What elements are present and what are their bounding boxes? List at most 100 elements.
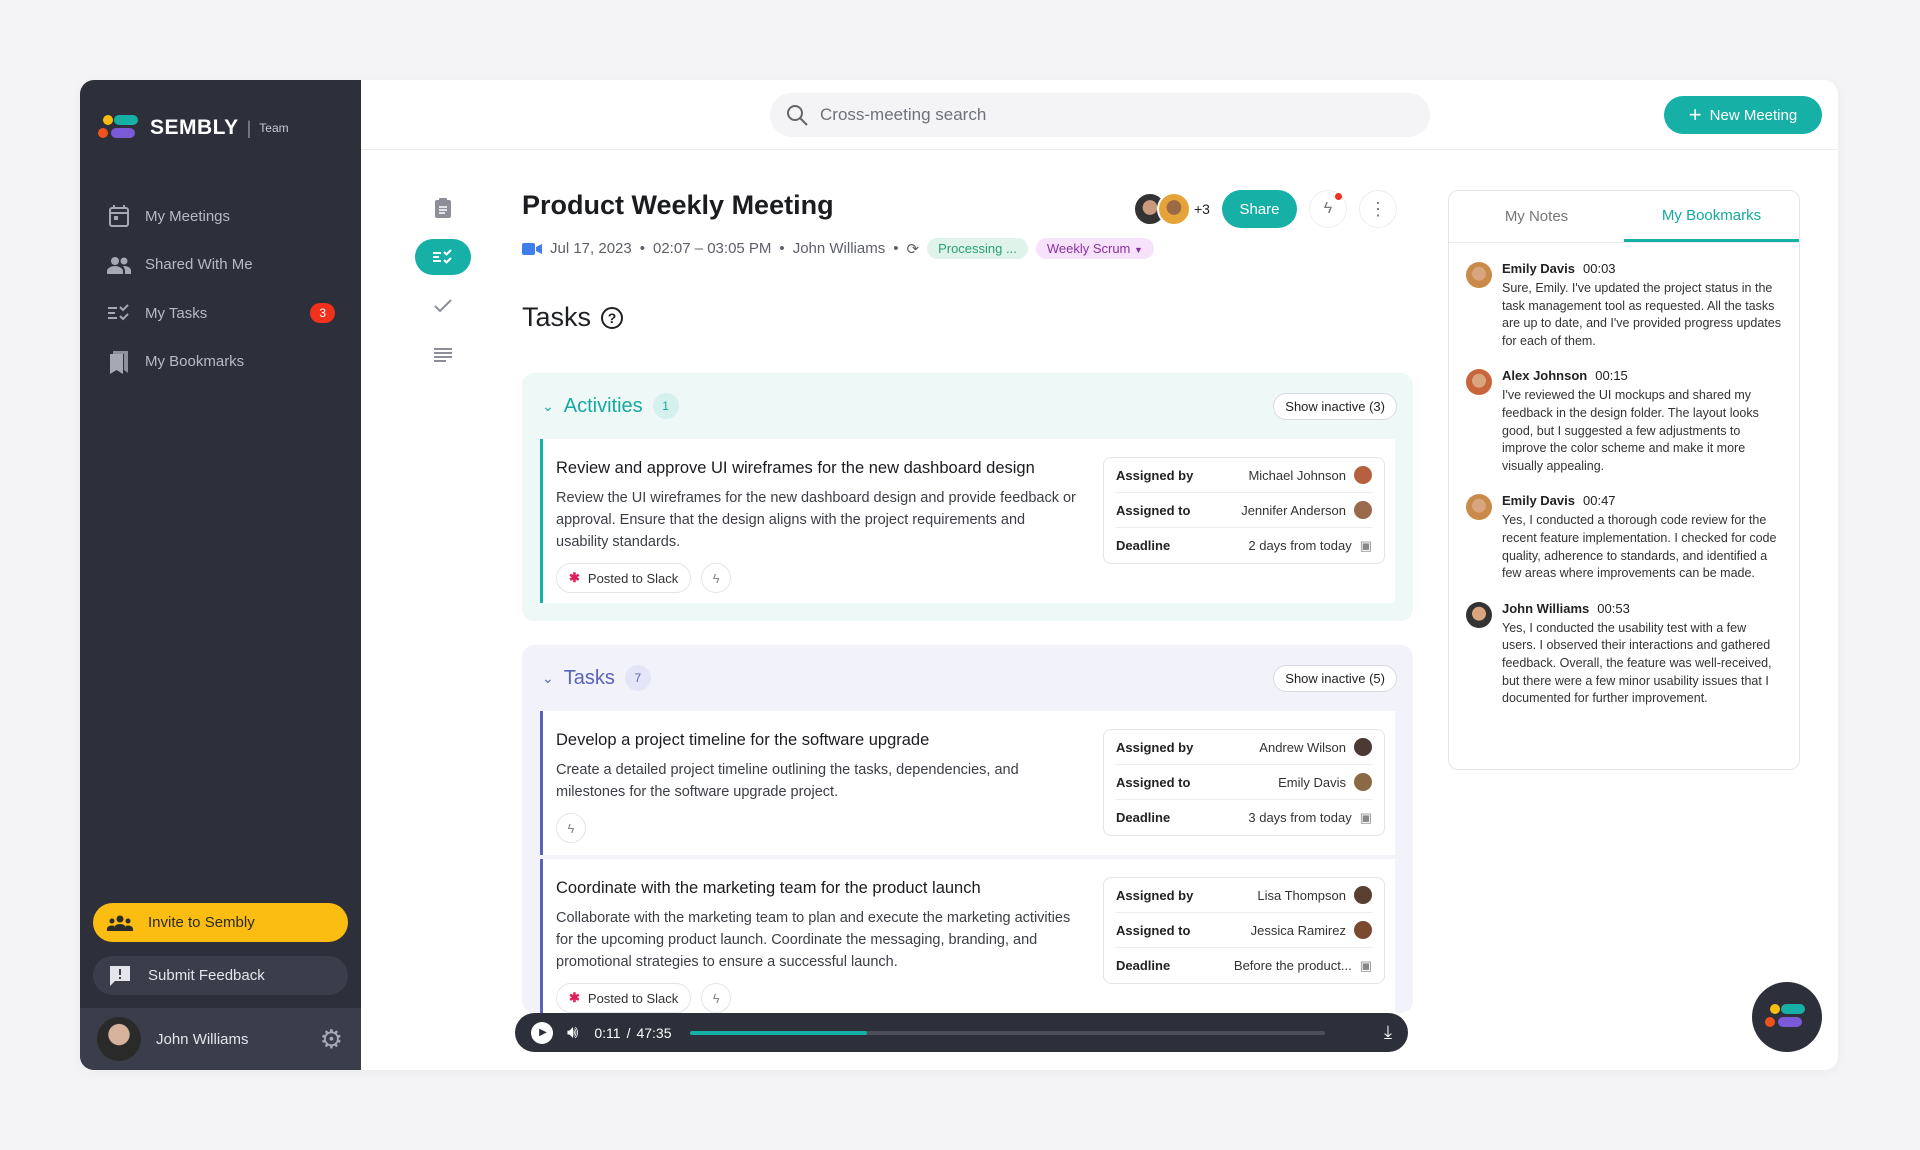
speaker-name: Emily Davis — [1502, 261, 1575, 276]
lightning-icon: ϟ — [712, 990, 720, 1006]
settings-gear-icon[interactable]: ⚙ — [319, 1024, 343, 1054]
transcript-view-button[interactable] — [415, 337, 471, 373]
sidebar-item-my-meetings[interactable]: My Meetings — [80, 192, 361, 241]
lines-icon — [434, 348, 452, 362]
submit-feedback-button[interactable]: Submit Feedback — [93, 956, 348, 995]
posted-to-slack-chip[interactable]: ✱ Posted to Slack — [556, 563, 692, 593]
automation-button[interactable]: ϟ — [556, 813, 586, 843]
seek-bar[interactable] — [689, 1030, 1325, 1035]
bookmark-text: Sure, Emily. I've updated the project st… — [1502, 281, 1781, 348]
activities-header[interactable]: ⌄ Activities 1 Show inactive (3) — [522, 373, 1413, 439]
deadline-label: Deadline — [1116, 958, 1171, 973]
new-meeting-button[interactable]: + New Meeting — [1664, 96, 1822, 134]
user-avatar — [97, 1017, 141, 1061]
brand-separator: | — [246, 117, 252, 138]
tab-my-bookmarks[interactable]: My Bookmarks — [1624, 191, 1799, 242]
people-icon — [107, 253, 131, 277]
meeting-actions: +3 Share ϟ ⋮ — [1133, 190, 1397, 228]
current-time: 0:11 — [594, 1024, 621, 1041]
done-view-button[interactable] — [415, 288, 471, 324]
invite-button[interactable]: Invite to Sembly — [93, 903, 348, 942]
show-inactive-tasks-button[interactable]: Show inactive (5) — [1273, 665, 1397, 692]
slack-icon: ✱ — [569, 990, 580, 1005]
bookmark-item[interactable]: John Williams 00:53 Yes, I conducted the u… — [1449, 601, 1799, 708]
calendar-icon[interactable]: ▣ — [1359, 809, 1372, 825]
meeting-time: 02:07 – 03:05 PM — [653, 240, 772, 257]
play-button[interactable]: ▶ — [531, 1021, 553, 1044]
sync-icon: ⟳ — [906, 240, 920, 258]
sidebar-nav: My Meetings Shared With Me My Tasks 3 My… — [80, 192, 361, 386]
assigned-to-value: Jennifer Anderson — [1241, 502, 1346, 518]
posted-to-slack-chip[interactable]: ✱ Posted to Slack — [556, 983, 692, 1013]
sembly-logo-icon — [98, 115, 138, 138]
assigned-to-label: Assigned to — [1116, 774, 1191, 790]
sidebar-item-my-bookmarks[interactable]: My Bookmarks — [80, 338, 361, 387]
chevron-down-icon: ⌄ — [542, 669, 554, 686]
sidebar-item-shared-with-me[interactable]: Shared With Me — [80, 241, 361, 290]
sidebar-item-my-tasks[interactable]: My Tasks 3 — [80, 289, 361, 338]
bookmark-text: I've reviewed the UI mockups and shared … — [1502, 388, 1759, 473]
help-icon[interactable]: ? — [601, 306, 624, 329]
assignee-avatar — [1354, 501, 1372, 519]
assignment-info: Assigned by Michael Johnson Assigned to Je… — [1103, 457, 1385, 564]
show-inactive-activities-button[interactable]: Show inactive (3) — [1273, 393, 1397, 420]
volume-icon[interactable]: 🔊︎ — [567, 1022, 579, 1042]
app-window: SEMBLY | Team My Meetings Shared With Me… — [80, 80, 1838, 1070]
new-meeting-label: New Meeting — [1709, 106, 1798, 124]
activities-section: ⌄ Activities 1 Show inactive (3) Review … — [522, 373, 1413, 621]
lightning-icon: ϟ — [712, 570, 720, 586]
task-card[interactable]: Develop a project timeline for the softw… — [540, 711, 1395, 855]
assignee-avatar — [1354, 466, 1372, 484]
share-button[interactable]: Share — [1221, 190, 1297, 228]
task-title: Coordinate with the marketing team for t… — [556, 879, 981, 897]
meeting-owner: John Williams — [792, 240, 886, 257]
status-badge: Processing ... — [927, 238, 1028, 259]
tasks-view-button[interactable] — [415, 239, 471, 275]
notes-view-button[interactable] — [415, 190, 471, 226]
deadline-value: 2 days from today — [1248, 538, 1352, 553]
assignee-avatar — [1354, 773, 1372, 791]
speaker-name: Emily Davis — [1502, 493, 1575, 509]
sembly-logo[interactable]: SEMBLY | Team — [98, 114, 289, 142]
tab-my-notes[interactable]: My Notes — [1504, 208, 1569, 225]
deadline-value: Before the product... — [1233, 958, 1352, 973]
bookmark-item[interactable]: Emily Davis 00:03 Sure, Emily. I've update… — [1449, 261, 1799, 350]
plus-icon: + — [1688, 102, 1702, 127]
bookmark-item[interactable]: Alex Johnson 00:15 I've reviewed the UI mo… — [1449, 368, 1799, 475]
bookmark-time[interactable]: 00:47 — [1583, 493, 1616, 509]
meeting-type-dropdown[interactable]: Weekly Scrum ▼ — [1035, 238, 1154, 259]
more-options-button[interactable]: ⋮ — [1358, 190, 1397, 228]
tasks-header[interactable]: ⌄ Tasks 7 Show inactive (5) — [522, 645, 1413, 711]
bookmark-time[interactable]: 00:15 — [1595, 368, 1628, 384]
play-icon: ▶ — [539, 1027, 547, 1038]
participant-avatar — [1157, 192, 1191, 226]
assignee-avatar — [1354, 738, 1372, 756]
automation-button[interactable]: ϟ — [1308, 190, 1347, 228]
bookmark-time[interactable]: 00:53 — [1597, 600, 1630, 616]
bookmark-time[interactable]: 00:03 — [1583, 261, 1616, 276]
participants[interactable]: +3 — [1133, 192, 1210, 226]
calendar-icon[interactable]: ▣ — [1359, 537, 1372, 553]
view-switcher-rail — [410, 190, 476, 440]
assigned-to-value: Emily Davis — [1278, 774, 1346, 790]
calendar-icon — [107, 204, 131, 228]
activity-card[interactable]: Review and approve UI wireframes for the… — [540, 439, 1395, 603]
search-input[interactable] — [820, 105, 1380, 125]
speaker-avatar — [1466, 494, 1492, 521]
search-bar[interactable] — [770, 93, 1430, 137]
automation-button[interactable]: ϟ — [701, 563, 732, 593]
task-card[interactable]: Coordinate with the marketing team for t… — [540, 859, 1395, 1013]
download-icon[interactable]: ⤓ — [1384, 1022, 1392, 1042]
feedback-icon — [107, 965, 133, 987]
calendar-icon[interactable]: ▣ — [1359, 957, 1372, 973]
task-title: Develop a project timeline for the softw… — [556, 731, 930, 749]
assigned-to-value: Jessica Ramirez — [1250, 922, 1346, 938]
audio-player: ▶ 🔊︎ 0:11 / 47:35 ⤓ — [515, 1013, 1408, 1052]
tasks-title: Tasks — [563, 666, 615, 689]
assigned-by-value: Lisa Thompson — [1257, 887, 1346, 903]
task-description: Create a detailed project timeline outli… — [556, 762, 1019, 800]
sembly-assistant-button[interactable] — [1752, 982, 1822, 1052]
user-profile[interactable]: John Williams ⚙ — [80, 1008, 361, 1070]
bookmark-item[interactable]: Emily Davis 00:47 Yes, I conducted a thoro… — [1449, 493, 1799, 582]
automation-button[interactable]: ϟ — [701, 983, 732, 1013]
